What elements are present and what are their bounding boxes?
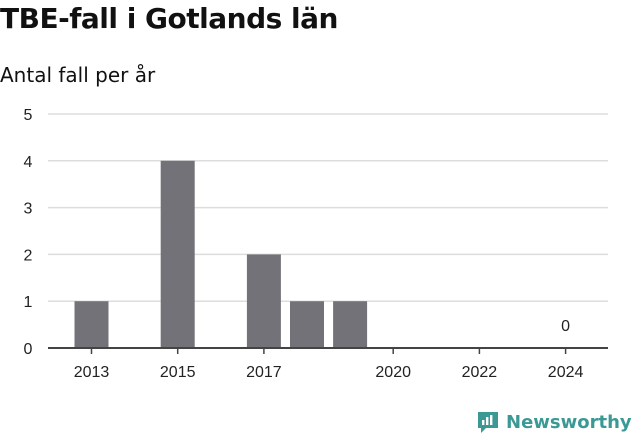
- data-label-zero: 0: [561, 318, 570, 335]
- bar-2013: [74, 301, 109, 348]
- bar-2017: [246, 254, 281, 348]
- brand-name: Newsworthy: [506, 411, 631, 433]
- y-tick-labels: 0 1 2 3 4 5: [24, 107, 33, 358]
- bar-2015: [160, 160, 195, 348]
- y-tick-label: 2: [24, 247, 33, 264]
- y-tick-label: 1: [24, 294, 33, 311]
- x-tick-label: 2020: [375, 364, 411, 381]
- y-tick-label: 0: [24, 341, 33, 358]
- y-tick-label: 5: [24, 107, 33, 124]
- y-tick-label: 3: [24, 201, 33, 218]
- gridlines: [48, 113, 608, 302]
- x-tick-labels: 2013 2015 2017 2020 2022 2024: [74, 348, 584, 381]
- annotations: 0: [561, 318, 570, 335]
- newsworthy-logo: Newsworthy: [476, 406, 631, 438]
- y-tick-label: 4: [24, 154, 33, 171]
- chart-title: TBE-fall i Gotlands län: [0, 2, 338, 35]
- x-tick-label: 2015: [160, 364, 196, 381]
- newsworthy-icon: [478, 412, 498, 433]
- x-tick-label: 2017: [246, 364, 282, 381]
- bar-2019: [333, 301, 368, 348]
- bars: [48, 160, 608, 349]
- bar-2018: [290, 301, 324, 348]
- bar-chart: 0 1 2 3 4 5 2013 2015 2017 2020 2022 2024 0: [24, 107, 608, 381]
- x-tick-label: 2022: [462, 364, 498, 381]
- x-tick-label: 2013: [74, 364, 110, 381]
- x-tick-label: 2024: [548, 364, 584, 381]
- chart-subtitle: Antal fall per år: [0, 63, 156, 87]
